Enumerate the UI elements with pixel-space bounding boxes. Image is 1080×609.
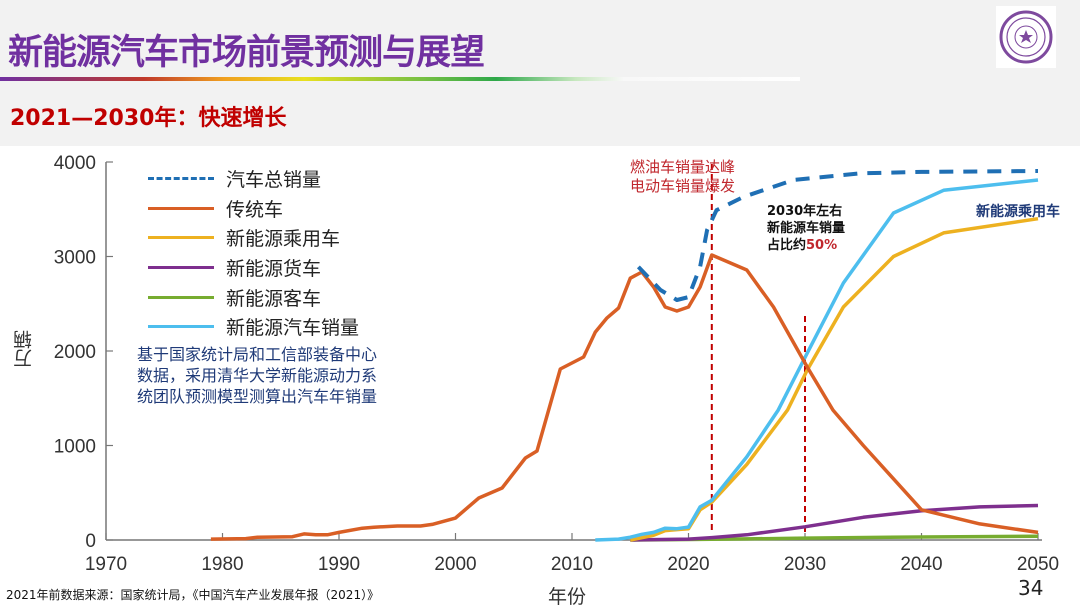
legend-swatch [148,325,214,329]
peak-annotation: 燃油车销量达峰 电动车销量爆发 [630,158,735,196]
legend-label: 新能源乘用车 [226,228,341,251]
y-tick-label: 3000 [54,248,96,269]
y-tick-label: 0 [85,531,96,552]
legend-label: 新能源客车 [226,287,322,310]
x-tick-label: 2030 [784,554,826,575]
x-tick-label: 1990 [318,554,360,575]
x-tick-label: 1970 [85,554,127,575]
annotation-line: 燃油车销量达峰 [630,158,736,176]
legend-item-nev-passenger: 新能源乘用车 [148,223,359,253]
annotation-line: 电动车销量爆发 [630,177,736,195]
annotation-line: 占比约50% [767,237,845,254]
share-annotation: 2030年左右 新能源车销量 占比约50% [767,203,845,254]
x-tick-label: 2000 [434,554,476,575]
legend-item-nev-truck: 新能源货车 [148,253,359,283]
legend-swatch [148,206,214,210]
annotation-text: 占比约 [767,238,807,253]
y-tick-label: 2000 [54,342,96,363]
legend-item-traditional: 传统车 [148,194,359,224]
series-line-3 [630,503,1039,542]
data-source-note: 2021年前数据来源：国家统计局，《中国汽车产业发展年报（2021）》 [6,588,380,602]
series-line-1 [210,253,1039,541]
header-band [0,0,1080,146]
x-axis-label: 年份 [548,586,587,608]
legend-swatch [148,236,214,240]
x-tick-label: 2010 [551,554,593,575]
y-axis-label: 万辆 [13,330,35,368]
y-tick-label: 4000 [54,153,96,174]
y-tick-label: 1000 [54,437,96,458]
note-line: 基于国家统计局和工信部装备中心 [137,345,378,364]
series-line-2 [629,216,1039,542]
legend-swatch [148,295,214,299]
methodology-note: 基于国家统计局和工信部装备中心 数据，采用清华大学新能源动力系 统团队预测模型测… [137,344,377,407]
sales-line-chart: 0 1000 2000 3000 4000 1970 1980 1990 2000 2010 202… [54,153,1059,575]
chart-legend: 汽车总销量 传统车 新能源乘用车 新能源货车 新能源客车 新能源汽车销量 [148,164,359,342]
legend-item-nev-total: 新能源汽车销量 [148,312,359,342]
x-tick-label: 2040 [900,554,942,575]
legend-label: 新能源货车 [226,258,322,281]
university-seal-logo [996,6,1056,68]
legend-label: 传统车 [226,198,284,221]
gradient-divider [0,77,800,81]
series-line-5 [595,178,1039,542]
note-line: 数据，采用清华大学新能源动力系 [137,366,378,385]
share-value: 50% [806,238,838,253]
annotation-line: 2030年左右 [767,204,843,219]
page-number: 34 [1018,576,1044,600]
x-tick-label: 2050 [1017,554,1059,575]
series-line-0 [636,169,1039,302]
annotation-line: 新能源车销量 [767,221,846,236]
series-label-nev-passenger: 新能源乘用车 [976,204,1060,220]
x-tick-label: 2020 [667,554,709,575]
note-line: 统团队预测模型测算出汽车年销量 [137,387,378,406]
legend-item-nev-bus: 新能源客车 [148,282,359,312]
legend-label: 新能源汽车销量 [226,317,360,340]
legend-label: 汽车总销量 [226,169,322,192]
page-title: 新能源汽车市场前景预测与展望 [8,33,485,73]
legend-swatch [148,177,214,181]
legend-swatch [148,266,214,270]
x-tick-label: 1980 [201,554,243,575]
legend-item-total: 汽车总销量 [148,164,359,194]
page-subtitle: 2021—2030年：快速增长 [10,106,287,131]
